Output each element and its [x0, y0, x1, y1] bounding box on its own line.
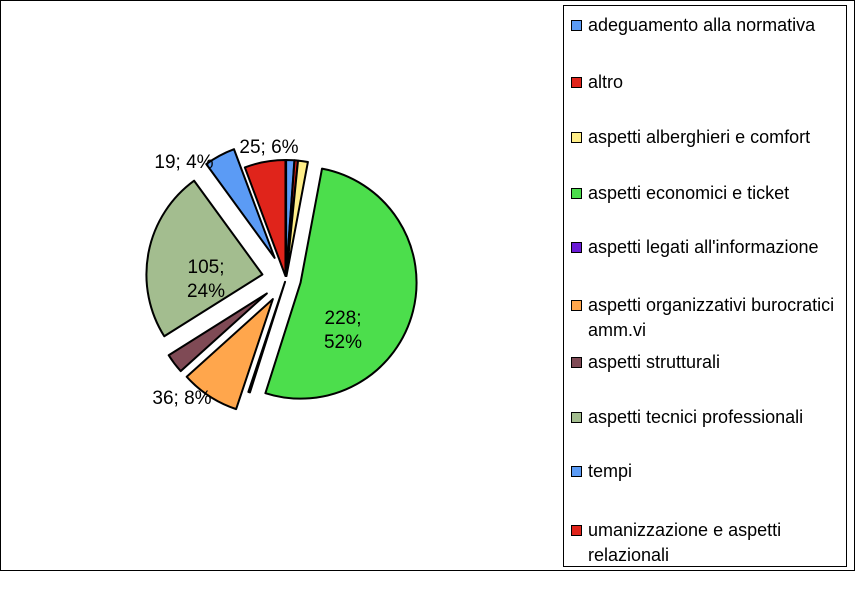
slice-data-label: 25; 6% [239, 137, 298, 158]
legend-swatch [571, 466, 582, 477]
pie-slice-6 [167, 292, 268, 373]
slice-data-label: 36; 8% [152, 388, 211, 409]
slice-data-label: 105; 24% [187, 257, 225, 302]
pie-slice-4 [247, 280, 287, 394]
pie-slice-9 [243, 159, 287, 278]
legend-item: tempi [569, 459, 845, 484]
chart-area: 228; 52% 36; 8% 105; 24% 19; 4% 25; 6% adeguam… [0, 0, 855, 571]
legend-label: aspetti legati all'informazione [588, 237, 819, 257]
legend-label: altro [588, 72, 624, 92]
legend-item: aspetti tecnici professionali [569, 405, 845, 430]
legend-swatch [571, 77, 582, 88]
legend-label: aspetti alberghieri e comfort [588, 127, 811, 147]
pie-slice-7 [145, 179, 264, 338]
legend-item: adeguamento alla normativa [569, 13, 845, 38]
pie-slice-2 [285, 159, 309, 278]
legend-swatch [571, 188, 582, 199]
legend-item: altro [569, 70, 845, 95]
legend-item: aspetti strutturali [569, 350, 845, 375]
legend-label: aspetti tecnici professionali [588, 407, 804, 427]
legend-item: aspetti alberghieri e comfort [569, 125, 845, 150]
legend-item: aspetti economici e ticket [569, 181, 845, 206]
legend-item: umanizzazione e aspetti relazionali [569, 518, 845, 568]
pie-slice-3 [264, 167, 418, 400]
legend-label: adeguamento alla normativa [588, 15, 816, 35]
slice-data-label: 228; 52% [324, 308, 362, 353]
legend-swatch [571, 412, 582, 423]
legend-label: tempi [588, 461, 633, 481]
legend-swatch [571, 357, 582, 368]
legend-label: umanizzazione e aspetti relazionali [588, 520, 782, 565]
pie-slice-8 [205, 148, 276, 259]
pie-slice-5 [185, 298, 274, 411]
legend: adeguamento alla normativa altro aspetti a… [563, 5, 847, 567]
pie-chart: 228; 52% 36; 8% 105; 24% 19; 4% 25; 6% [145, 137, 418, 411]
slice-data-label: 19; 4% [154, 152, 213, 173]
legend-item: aspetti legati all'informazione [569, 235, 845, 260]
legend-label: aspetti organizzativi burocratici amm.vi [588, 295, 835, 340]
legend-item: aspetti organizzativi burocratici amm.vi [569, 293, 845, 343]
legend-label: aspetti economici e ticket [588, 183, 790, 203]
legend-swatch [571, 132, 582, 143]
legend-swatch [571, 300, 582, 311]
legend-swatch [571, 20, 582, 31]
legend-swatch [571, 525, 582, 536]
legend-label: aspetti strutturali [588, 352, 721, 372]
legend-swatch [571, 242, 582, 253]
